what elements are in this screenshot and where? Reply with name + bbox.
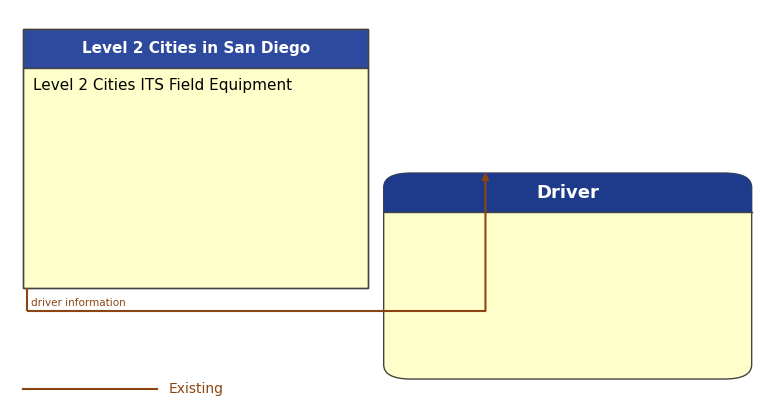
Text: Level 2 Cities in San Diego: Level 2 Cities in San Diego — [81, 41, 310, 56]
FancyBboxPatch shape — [384, 173, 752, 212]
Bar — [23, 68, 368, 288]
Text: Existing: Existing — [168, 382, 223, 396]
Bar — [23, 29, 368, 288]
Bar — [23, 29, 368, 68]
Text: driver information: driver information — [31, 298, 126, 308]
Bar — [384, 193, 752, 212]
Text: Driver: Driver — [536, 184, 599, 201]
FancyBboxPatch shape — [384, 173, 752, 379]
Text: Level 2 Cities ITS Field Equipment: Level 2 Cities ITS Field Equipment — [33, 78, 292, 93]
